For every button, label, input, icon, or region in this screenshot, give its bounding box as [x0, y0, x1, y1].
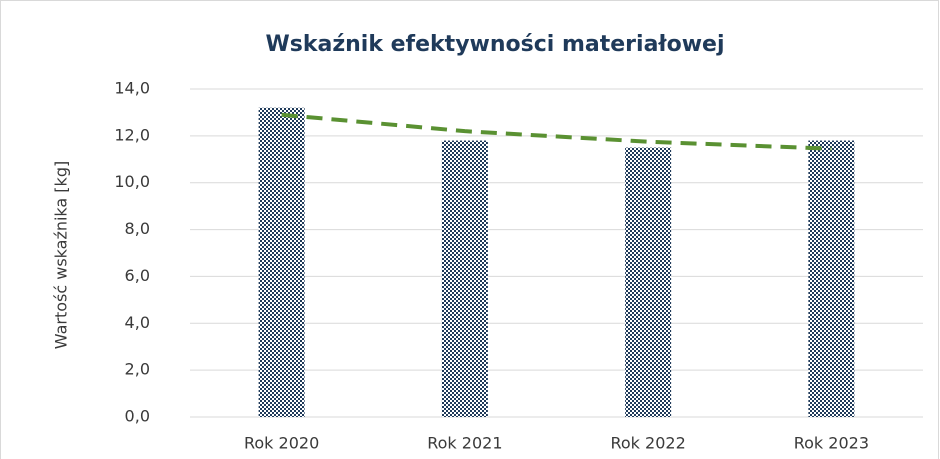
y-tick-label: 14,0	[114, 79, 150, 98]
x-tick-label: Rok 2020	[244, 434, 319, 453]
bar	[625, 147, 672, 418]
x-tick-label: Rok 2022	[610, 434, 685, 453]
y-tick-label: 8,0	[125, 219, 150, 238]
y-tick-label: 6,0	[125, 266, 150, 285]
x-tick-label: Rok 2023	[794, 434, 869, 453]
y-tick-label: 0,0	[125, 407, 150, 426]
bar	[258, 107, 305, 417]
bar	[808, 140, 855, 418]
chart-title: Wskaźnik efektywności materiałowej	[266, 32, 725, 57]
bar	[441, 140, 488, 418]
y-tick-label: 10,0	[114, 172, 150, 191]
x-tick-label: Rok 2021	[427, 434, 502, 453]
y-tick-label: 12,0	[114, 125, 150, 144]
trendline	[281, 112, 832, 151]
y-tick-label: 4,0	[125, 313, 150, 332]
y-tick-label: 2,0	[125, 360, 150, 379]
y-axis-title: Wartość wskaźnika [kg]	[52, 161, 71, 349]
